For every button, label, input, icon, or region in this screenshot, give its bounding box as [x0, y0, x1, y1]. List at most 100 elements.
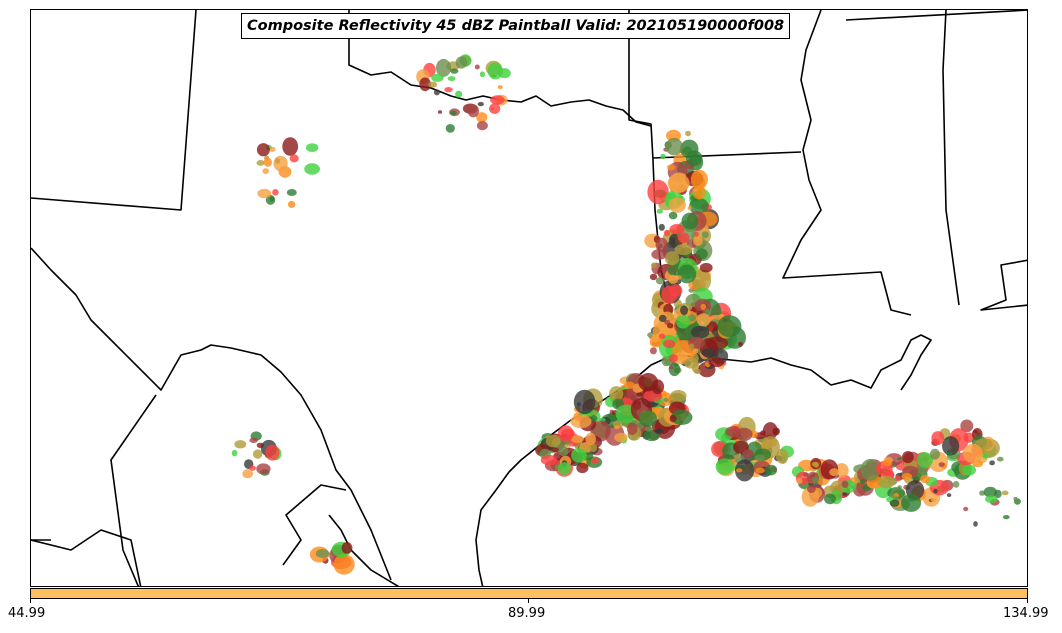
- reflectivity-blob: [450, 68, 459, 74]
- reflectivity-blob: [915, 465, 929, 474]
- reflectivity-blob: [920, 475, 931, 484]
- reflectivity-blob: [677, 264, 697, 284]
- reflectivity-blob: [684, 357, 699, 369]
- reflectivity-blob: [431, 73, 444, 82]
- colorbar-tick-label: 134.99: [1003, 606, 1049, 621]
- mexico-state-line: [282, 484, 347, 566]
- colorbar-tick-label: 44.99: [8, 606, 46, 621]
- reflectivity-blob: [688, 343, 695, 350]
- colorbar-tick-label: 89.99: [508, 606, 546, 621]
- reflectivity-blob: [946, 452, 953, 456]
- reflectivity-blob: [916, 452, 934, 468]
- reflectivity-blob: [812, 462, 818, 466]
- reflectivity-blob: [540, 454, 558, 466]
- reflectivity-blob: [644, 426, 654, 432]
- reflectivity-blob: [445, 124, 455, 133]
- reflectivity-blob: [490, 95, 505, 105]
- reflectivity-blob: [269, 146, 276, 152]
- reflectivity-blob: [649, 347, 657, 355]
- reflectivity-blob: [647, 179, 669, 205]
- reflectivity-blob: [736, 468, 743, 473]
- mexico-state-line: [110, 394, 157, 586]
- reflectivity-blob: [651, 334, 659, 343]
- reflectivity-blob: [435, 58, 452, 77]
- reflectivity-blob: [304, 163, 320, 175]
- reflectivity-blob: [286, 189, 297, 196]
- reflectivity-blob: [585, 432, 596, 446]
- reflectivity-blob: [455, 90, 463, 98]
- reflectivity-blob: [444, 87, 453, 93]
- reflectivity-blob: [772, 427, 780, 436]
- reflectivity-blob: [901, 473, 913, 480]
- reflectivity-blob: [691, 269, 712, 292]
- rio-grande-border: [31, 247, 392, 581]
- reflectivity-blob: [655, 237, 668, 253]
- colorbar: [30, 588, 1028, 599]
- reflectivity-blob: [675, 315, 691, 329]
- reflectivity-blob: [960, 419, 974, 433]
- reflectivity-blob: [882, 459, 892, 467]
- reflectivity-blob: [638, 373, 659, 392]
- reflectivity-blob: [962, 443, 983, 463]
- reflectivity-blob: [487, 62, 503, 80]
- reflectivity-blob: [636, 392, 643, 397]
- reflectivity-blob: [982, 453, 988, 459]
- reflectivity-blob: [677, 232, 690, 244]
- reflectivity-blob: [699, 262, 713, 273]
- reflectivity-blob: [614, 432, 628, 443]
- reflectivity-blob: [670, 390, 687, 402]
- reflectivity-blob: [733, 454, 740, 459]
- reflectivity-blob: [476, 121, 488, 131]
- reflectivity-blob: [333, 553, 355, 575]
- reflectivity-blob: [983, 486, 998, 498]
- map-title: Composite Reflectivity 45 dBZ Paintball …: [241, 13, 791, 39]
- reflectivity-blob: [938, 462, 945, 467]
- ne-border: [845, 10, 1027, 21]
- reflectivity-blob: [287, 200, 296, 208]
- reflectivity-blob: [776, 448, 789, 464]
- reflectivity-blob: [289, 154, 299, 163]
- reflectivity-blob: [933, 488, 938, 494]
- reflectivity-blob: [859, 478, 865, 485]
- reflectivity-blob: [796, 478, 803, 485]
- reflectivity-blob: [687, 205, 692, 211]
- reflectivity-blob: [985, 495, 998, 504]
- reflectivity-blob: [545, 434, 561, 448]
- reflectivity-blob: [930, 498, 937, 503]
- reflectivity-blob: [824, 493, 836, 505]
- reflectivity-blob: [841, 480, 849, 488]
- reflectivity-blob: [668, 366, 675, 370]
- reflectivity-blob: [256, 160, 265, 166]
- reflectivity-blob: [668, 274, 679, 284]
- reflectivity-blob: [762, 422, 778, 440]
- reflectivity-blob: [877, 475, 895, 489]
- reflectivity-blob: [476, 112, 488, 123]
- reflectivity-blob: [664, 251, 680, 266]
- reflectivity-blob: [455, 56, 468, 69]
- ms-al-border: [942, 10, 960, 306]
- reflectivity-blob: [272, 189, 279, 196]
- reflectivity-blob: [341, 542, 353, 554]
- reflectivity-blob: [419, 77, 431, 92]
- reflectivity-blob: [253, 449, 263, 459]
- reflectivity-blob: [704, 308, 710, 314]
- reflectivity-blob: [257, 188, 272, 199]
- reflectivity-blob: [659, 314, 667, 322]
- reflectivity-blob: [931, 431, 945, 446]
- reflectivity-blob: [690, 326, 710, 339]
- reflectivity-blob: [860, 458, 881, 481]
- reflectivity-blob: [742, 449, 754, 458]
- reflectivity-blob: [1003, 515, 1010, 520]
- reflectivity-blob: [570, 435, 584, 443]
- reflectivity-blob: [663, 397, 669, 403]
- reflectivity-blob: [573, 389, 596, 415]
- reflectivity-blob: [694, 368, 701, 375]
- reflectivity-blob: [558, 446, 569, 457]
- reflectivity-blob: [996, 456, 1004, 462]
- reflectivity-blob: [829, 468, 840, 477]
- reflectivity-blob: [590, 415, 598, 422]
- mexico-state-line: [31, 529, 142, 586]
- reflectivity-blob: [812, 476, 819, 484]
- reflectivity-blob: [656, 428, 664, 434]
- colorbar-tick-mark: [528, 599, 529, 603]
